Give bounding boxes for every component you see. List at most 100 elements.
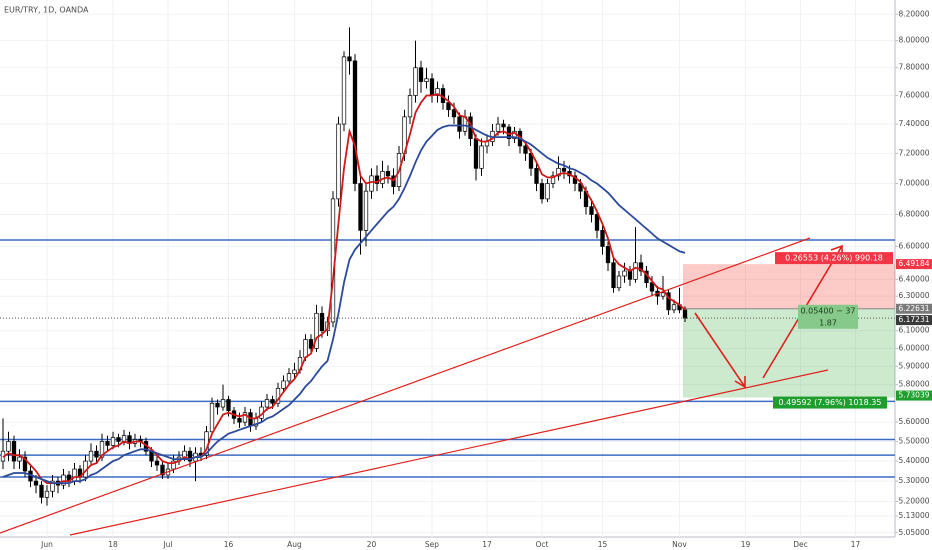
y-tick-label: 7.60000 xyxy=(898,91,929,100)
candle-body xyxy=(649,282,655,292)
candle-body xyxy=(424,78,429,82)
label-text: 0.49592 (7.96%) 1018.35 xyxy=(779,398,882,407)
candle-body xyxy=(611,262,616,289)
x-tick-label: Dec xyxy=(793,540,808,549)
y-tick-label: 5.30000 xyxy=(898,476,929,485)
y-tick-label: 5.20000 xyxy=(898,496,929,505)
candle-body xyxy=(39,484,44,498)
y-tick-label: 7.80000 xyxy=(898,63,929,72)
arrow-head xyxy=(734,376,746,389)
y-tick-label: 6.80000 xyxy=(898,210,929,219)
position-label: 0.26553 (4.26%) 990.18 xyxy=(775,252,893,265)
candle-body xyxy=(308,339,314,349)
arrow xyxy=(694,312,746,388)
y-tick-label: 5.80000 xyxy=(898,380,929,389)
candle-body xyxy=(666,292,671,311)
y-tick-label: 5.05000 xyxy=(898,528,929,537)
candle-body xyxy=(215,402,220,408)
candle-body xyxy=(154,460,160,466)
x-tick-label: 16 xyxy=(224,540,234,549)
candle-body xyxy=(413,67,418,96)
moving-average xyxy=(2,93,686,484)
candle-body xyxy=(94,450,99,458)
candle-body xyxy=(270,399,275,404)
candle-body xyxy=(22,456,28,472)
candle-body xyxy=(105,441,110,446)
candle-body xyxy=(622,270,627,277)
y-tick-label: 6.60000 xyxy=(898,241,929,250)
candle-body xyxy=(594,214,600,231)
position-label: 0.05400 − 37 1.87 xyxy=(798,304,858,329)
candle-body xyxy=(44,490,50,498)
candle-body xyxy=(358,183,363,231)
candle-body xyxy=(473,138,479,169)
candle-body xyxy=(660,292,666,297)
y-tick-label: 6.40000 xyxy=(898,274,929,283)
trend-line xyxy=(0,237,811,534)
candle-body xyxy=(451,109,457,118)
label-text: 0.05400 − 37 xyxy=(800,306,855,315)
y-tick-label: 5.13000 xyxy=(898,511,929,520)
y-tick-label: 5.90000 xyxy=(898,361,929,370)
y-tick-label: 5.60000 xyxy=(898,417,929,426)
candle-body xyxy=(539,183,545,200)
target-zone xyxy=(683,308,895,398)
candle-body xyxy=(671,304,677,311)
candle-body xyxy=(292,369,297,374)
candle-body xyxy=(561,167,567,172)
stop-zone xyxy=(683,264,895,309)
price-tag-label: 6.17231 xyxy=(898,315,929,324)
y-tick-label: 5.40000 xyxy=(898,456,929,465)
candle-body xyxy=(501,123,506,128)
y-tick-label: 7.40000 xyxy=(898,119,929,128)
y-tick-label: 6.10000 xyxy=(898,326,929,335)
candle-body xyxy=(303,339,308,358)
candle-body xyxy=(446,102,451,111)
candle-body xyxy=(72,468,77,482)
candle-body xyxy=(209,402,215,433)
candle-body xyxy=(682,309,688,319)
price-tag xyxy=(896,259,932,270)
x-tick-label: Sep xyxy=(425,540,439,549)
y-tick-label: 7.00000 xyxy=(898,178,929,187)
candle-body xyxy=(600,229,605,247)
candle-body xyxy=(149,450,154,462)
price-tag-label: 5.73039 xyxy=(898,391,929,400)
candle-body xyxy=(226,399,231,412)
candle-body xyxy=(457,116,462,132)
candle-body xyxy=(407,95,413,118)
candle-body xyxy=(380,170,385,184)
x-tick-label: Oct xyxy=(536,540,549,549)
y-tick-label: 5.50000 xyxy=(898,436,929,445)
candle-body xyxy=(363,190,369,231)
price-tag xyxy=(896,303,932,314)
x-tick-label: Nov xyxy=(672,540,687,549)
x-tick-label: 17 xyxy=(851,540,861,549)
x-tick-label: Aug xyxy=(287,540,302,549)
y-tick-label: 8.20000 xyxy=(898,9,929,18)
candle-body xyxy=(264,399,270,408)
candle-body xyxy=(110,437,116,446)
trend-line xyxy=(69,369,829,536)
candle-body xyxy=(336,123,341,200)
label-text: 1.87 xyxy=(819,318,837,327)
candle-body xyxy=(341,56,347,125)
candle-body xyxy=(50,480,55,492)
x-tick-label: 20 xyxy=(367,540,377,549)
candle-body xyxy=(314,312,319,349)
price-tag xyxy=(896,390,932,401)
candle-body xyxy=(286,373,292,382)
candle-body xyxy=(633,262,638,280)
candle-body xyxy=(33,480,39,486)
candle-body xyxy=(545,183,550,200)
candle-body xyxy=(385,170,391,177)
x-tick-label: 18 xyxy=(108,540,118,549)
label-box xyxy=(798,304,858,329)
candle-body xyxy=(17,456,22,462)
label-box xyxy=(775,252,893,265)
label-box xyxy=(773,396,887,409)
price-tag-label: 6.49184 xyxy=(898,259,929,268)
candle-body xyxy=(116,437,121,442)
